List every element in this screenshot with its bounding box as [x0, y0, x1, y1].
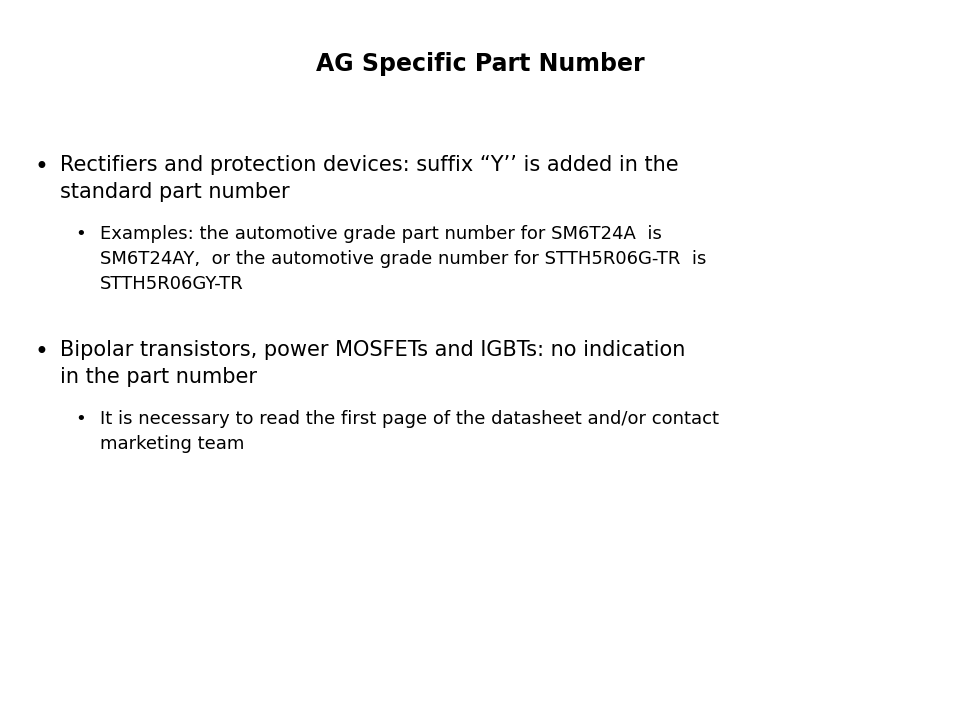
- Text: •: •: [75, 410, 85, 428]
- Text: •: •: [75, 225, 85, 243]
- Text: Examples: the automotive grade part number for SM6T24A  is
SM6T24AY,  or the aut: Examples: the automotive grade part numb…: [100, 225, 707, 293]
- Text: Rectifiers and protection devices: suffix “Y’’ is added in the
standard part num: Rectifiers and protection devices: suffi…: [60, 155, 679, 202]
- Text: AG Specific Part Number: AG Specific Part Number: [316, 52, 644, 76]
- Text: •: •: [35, 155, 49, 179]
- Text: It is necessary to read the first page of the datasheet and/or contact
marketing: It is necessary to read the first page o…: [100, 410, 719, 453]
- Text: •: •: [35, 340, 49, 364]
- Text: Bipolar transistors, power MOSFETs and IGBTs: no indication
in the part number: Bipolar transistors, power MOSFETs and I…: [60, 340, 685, 387]
